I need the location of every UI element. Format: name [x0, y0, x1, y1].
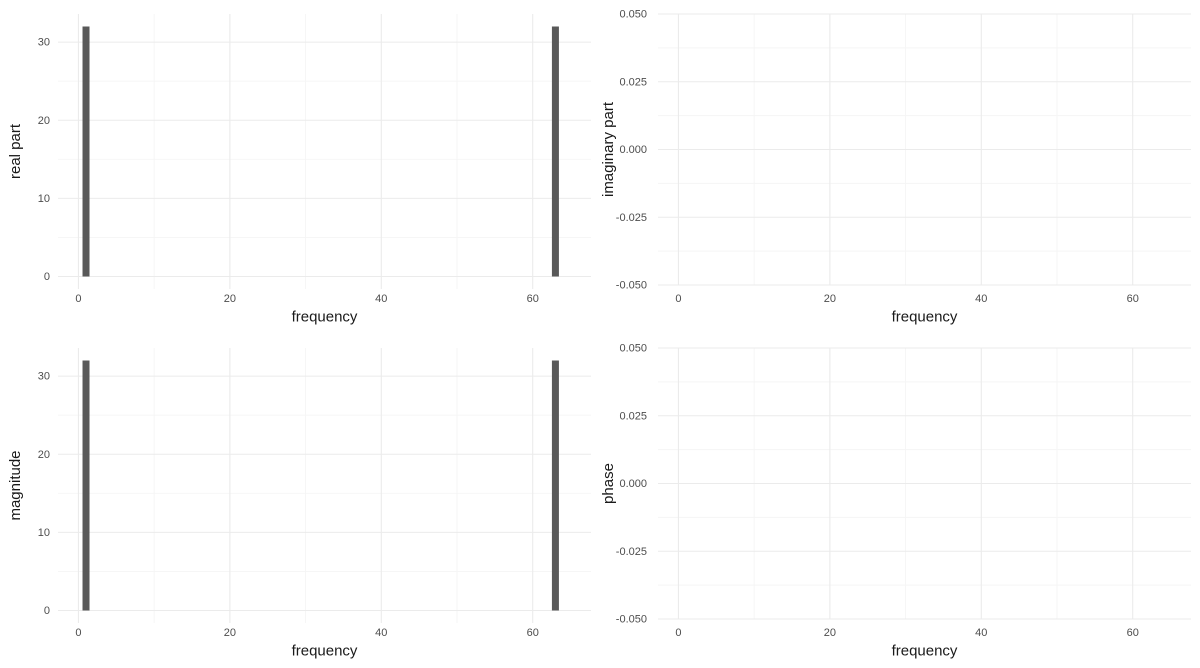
- magnitude-chart: 0 20 40 60 0 10 20 30 frequency magnitude: [0, 334, 600, 668]
- chart-cell-imaginary-part: 0 20 40 60 0.050 0.025 0.000 -0.025 -0.050 freque…: [600, 0, 1200, 334]
- panel-background: [600, 334, 1200, 668]
- imaginary-part-chart: 0 20 40 60 0.050 0.025 0.000 -0.025 -0.050 freque…: [600, 0, 1200, 334]
- x-tick-label: 60: [527, 293, 539, 305]
- y-tick-label: 10: [38, 193, 50, 205]
- x-tick-label: 20: [224, 293, 236, 305]
- x-tick-label: 0: [75, 627, 81, 639]
- panel-background: [0, 0, 600, 334]
- bar: [82, 360, 90, 611]
- y-tick-label: -0.025: [616, 212, 647, 224]
- x-tick-label: 40: [975, 293, 987, 305]
- y-tick-label: 30: [38, 37, 50, 49]
- x-tick-label: 60: [1127, 627, 1139, 639]
- x-axis-title: frequency: [292, 643, 358, 660]
- chart-cell-real-part: 0 20 40 60 0 10 20 30 frequency real part: [0, 0, 600, 334]
- x-tick-label: 20: [224, 627, 236, 639]
- real-part-chart: 0 20 40 60 0 10 20 30 frequency real part: [0, 0, 600, 334]
- panel-background: [0, 334, 600, 668]
- x-axis-title: frequency: [292, 309, 358, 326]
- y-tick-label: -0.025: [616, 546, 647, 558]
- x-tick-label: 0: [75, 293, 81, 305]
- bar: [551, 26, 559, 277]
- bar: [551, 360, 559, 611]
- chart-cell-magnitude: 0 20 40 60 0 10 20 30 frequency magnitude: [0, 334, 600, 668]
- y-tick-label: 0.050: [619, 343, 647, 355]
- x-tick-label: 0: [675, 293, 681, 305]
- x-tick-label: 20: [824, 627, 836, 639]
- y-axis-title: phase: [600, 463, 617, 504]
- y-tick-label: 20: [38, 115, 50, 127]
- y-tick-label: -0.050: [616, 614, 647, 626]
- x-tick-label: 20: [824, 293, 836, 305]
- y-axis-title: imaginary part: [600, 101, 617, 197]
- y-tick-label: 0: [44, 605, 50, 617]
- x-tick-label: 0: [675, 627, 681, 639]
- x-tick-label: 40: [375, 627, 387, 639]
- y-tick-label: 10: [38, 527, 50, 539]
- x-tick-label: 60: [1127, 293, 1139, 305]
- panel-background: [600, 0, 1200, 334]
- y-tick-label: -0.050: [616, 280, 647, 292]
- x-tick-label: 60: [527, 627, 539, 639]
- y-tick-label: 0.000: [619, 144, 647, 156]
- phase-chart: 0 20 40 60 0.050 0.025 0.000 -0.025 -0.050 freque…: [600, 334, 1200, 668]
- y-tick-label: 0.025: [619, 410, 647, 422]
- y-tick-label: 0: [44, 271, 50, 283]
- chart-cell-phase: 0 20 40 60 0.050 0.025 0.000 -0.025 -0.050 freque…: [600, 334, 1200, 668]
- y-tick-label: 0.000: [619, 478, 647, 490]
- x-axis-title: frequency: [892, 309, 958, 326]
- y-axis-title: magnitude: [7, 450, 24, 520]
- y-tick-label: 20: [38, 449, 50, 461]
- y-axis-title: real part: [7, 123, 24, 179]
- x-axis-title: frequency: [892, 643, 958, 660]
- y-tick-label: 0.050: [619, 9, 647, 21]
- bar: [82, 26, 90, 277]
- x-tick-label: 40: [375, 293, 387, 305]
- y-tick-label: 0.025: [619, 76, 647, 88]
- y-tick-label: 30: [38, 371, 50, 383]
- x-tick-label: 40: [975, 627, 987, 639]
